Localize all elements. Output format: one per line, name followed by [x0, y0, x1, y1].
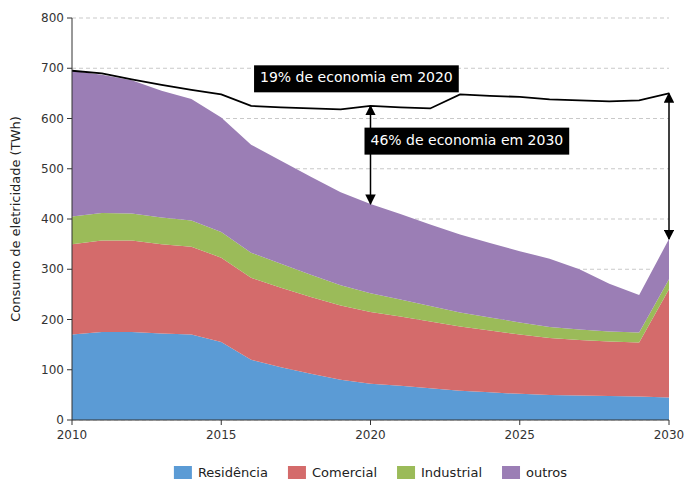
y-tick-label: 0 [56, 413, 64, 427]
y-tick-label: 500 [41, 162, 64, 176]
legend-item: Comercial [288, 465, 377, 480]
legend: Residência Comercial Industrial outros [174, 465, 567, 480]
legend-item: Industrial [397, 465, 482, 480]
x-tick [669, 420, 670, 425]
legend-swatch [288, 466, 306, 479]
y-tick-label: 700 [41, 61, 64, 75]
y-tick [67, 420, 72, 421]
legend-label: Comercial [312, 465, 377, 480]
y-tick [67, 319, 72, 320]
annotations: 19% de economia em 2020 46% de economia e… [254, 65, 669, 239]
annotation-box [254, 65, 459, 92]
legend-swatch [174, 466, 192, 479]
y-tick-label: 600 [41, 112, 64, 126]
y-tick-label: 100 [41, 363, 64, 377]
annotation-arrow [370, 106, 372, 204]
annotation-arrow [668, 93, 670, 239]
axes: 0 100 200 300 400 500 600 700 800 2010 2015 2020 202… [41, 11, 684, 442]
grid-line [72, 18, 669, 19]
legend-label: outros [526, 465, 567, 480]
y-tick [67, 118, 72, 119]
annotation-text: 46% de economia em 2030 [371, 132, 564, 148]
annotation: 46% de economia em 2030 [365, 128, 570, 155]
area [72, 71, 669, 333]
grid [72, 18, 669, 420]
y-tick [67, 369, 72, 370]
x-tick [221, 420, 222, 425]
legend-swatch [397, 466, 415, 479]
legend-swatch [502, 466, 520, 479]
x-tick-label: 2015 [206, 428, 237, 442]
y-axis-label: Consumo de eletricidade (TWh) [8, 116, 23, 322]
annotation-box [365, 128, 570, 155]
x-tick [370, 420, 371, 425]
x-tick-label: 2030 [654, 428, 685, 442]
x-tick-label: 2010 [57, 428, 88, 442]
legend-item: Residência [174, 465, 268, 480]
y-tick [67, 269, 72, 270]
y-tick [67, 219, 72, 220]
legend-item: outros [502, 465, 567, 480]
x-tick-label: 2020 [355, 428, 386, 442]
plot-area [72, 71, 669, 420]
legend-label: Industrial [421, 465, 482, 480]
annotation-text: 19% de economia em 2020 [260, 69, 453, 85]
legend-label: Residência [198, 465, 268, 480]
x-tick [519, 420, 520, 425]
y-tick-label: 300 [41, 262, 64, 276]
y-tick [67, 68, 72, 69]
annotation: 19% de economia em 2020 [254, 65, 459, 92]
x-tick [72, 420, 73, 425]
x-tick-label: 2025 [504, 428, 535, 442]
y-tick-label: 800 [41, 11, 64, 25]
y-tick [67, 168, 72, 169]
y-tick-label: 200 [41, 313, 64, 327]
y-tick-label: 400 [41, 212, 64, 226]
y-tick [67, 18, 72, 19]
chart: 0 100 200 300 400 500 600 700 800 2010 2015 2020 202… [0, 0, 691, 498]
